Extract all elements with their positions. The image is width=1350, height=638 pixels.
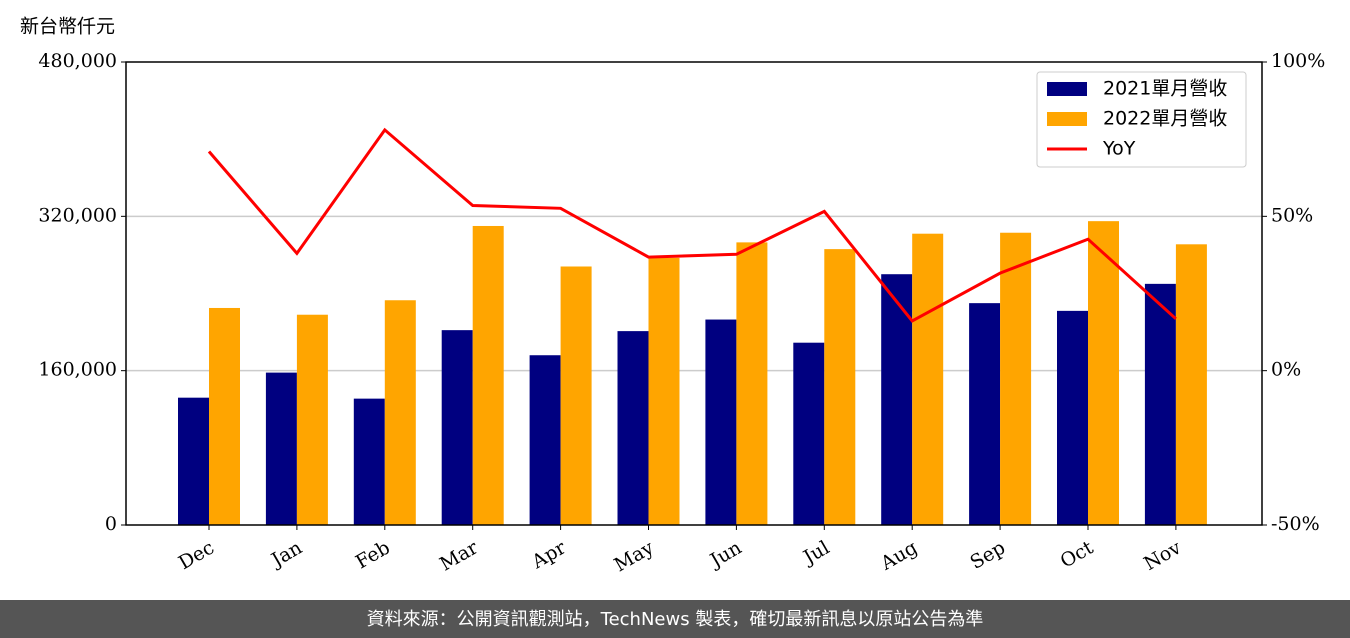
y-tick-label: 160,000	[38, 359, 117, 381]
bar	[529, 355, 561, 525]
bar	[353, 398, 385, 525]
bar	[824, 249, 856, 526]
bar	[1088, 221, 1119, 525]
legend-label: 2022單月營收	[1103, 108, 1227, 130]
x-tick-label: Oct	[1057, 536, 1098, 572]
legend-label: 2021單月營收	[1103, 78, 1227, 100]
x-tick-label: Jan	[266, 537, 306, 573]
x-tick-label: Feb	[352, 537, 394, 574]
bar	[736, 242, 768, 526]
y2-tick-label: 100%	[1271, 50, 1325, 72]
x-tick-label: Apr	[527, 536, 570, 573]
x-tick-label: Nov	[1140, 536, 1185, 575]
x-tick-label: Jun	[705, 537, 746, 573]
y-tick-label: 480,000	[38, 50, 117, 72]
y2-tick-label: 0%	[1271, 359, 1301, 381]
bar	[1000, 232, 1032, 525]
bar	[472, 225, 504, 525]
y-tick-label: 320,000	[38, 204, 117, 226]
bar	[1057, 310, 1088, 525]
bar	[793, 342, 825, 525]
footer-bar	[0, 600, 1350, 638]
x-tick-label: Jul	[798, 537, 833, 570]
bar	[560, 266, 592, 525]
x-tick-label: Sep	[967, 537, 1010, 574]
bar	[912, 233, 944, 525]
bar	[178, 397, 209, 525]
y2-tick-label: 50%	[1271, 204, 1313, 226]
bar	[881, 274, 913, 525]
x-tick-label: Mar	[436, 536, 482, 575]
legend-swatch	[1047, 82, 1087, 96]
bar	[705, 319, 737, 525]
bar	[265, 372, 297, 525]
x-tick-label: May	[611, 536, 658, 576]
legend-box	[1036, 71, 1247, 168]
bar	[1144, 283, 1176, 525]
x-tick-label: Dec	[175, 537, 218, 575]
y-tick-label: 0	[105, 513, 117, 535]
legend-swatch	[1047, 112, 1087, 126]
y2-tick-label: -50%	[1271, 513, 1320, 535]
bar	[384, 300, 416, 525]
bar	[648, 257, 680, 525]
plot-frame	[125, 61, 1263, 526]
bar	[296, 314, 328, 525]
bar	[969, 303, 1001, 525]
x-tick-label: Aug	[876, 537, 921, 576]
legend-label: YoY	[1102, 138, 1136, 160]
bar	[1175, 244, 1207, 525]
y-axis-label: 新台幣仟元	[20, 16, 115, 38]
bar	[441, 330, 473, 525]
bar	[617, 331, 649, 525]
footer-text: 資料來源：公開資訊觀測站，TechNews 製表，確切最新訊息以原站公告為準	[367, 609, 984, 630]
yoy-line	[207, 127, 1177, 323]
bar	[209, 307, 240, 525]
